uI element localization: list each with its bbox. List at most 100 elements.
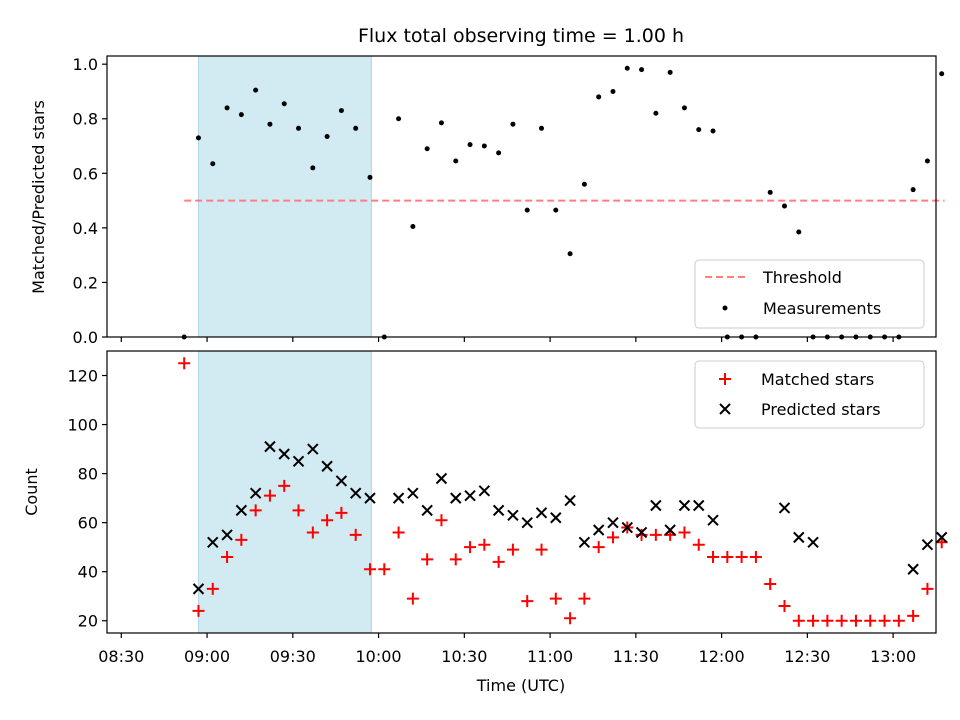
predicted-star-point xyxy=(221,529,233,541)
measurement-point xyxy=(696,127,702,133)
matched-star-point xyxy=(892,614,905,627)
matched-star-point xyxy=(292,504,305,517)
measurement-point xyxy=(453,158,459,164)
matched-star-point xyxy=(392,526,405,539)
predicted-star-point xyxy=(635,526,648,539)
x-tick-label: 09:00 xyxy=(184,647,230,666)
matched-star-point xyxy=(192,604,205,617)
predicted-star-point xyxy=(650,499,662,512)
matched-star-point xyxy=(306,526,319,539)
matched-star-point xyxy=(692,538,705,551)
matched-star-point xyxy=(764,577,777,590)
predicted-star-point xyxy=(778,502,791,514)
predicted-star-point xyxy=(621,521,633,534)
predicted-star-point xyxy=(264,440,276,453)
matched-star-point xyxy=(421,553,434,566)
predicted-star-point xyxy=(307,443,319,455)
measurement-point xyxy=(924,158,930,164)
measurement-point xyxy=(581,181,587,187)
x-tick-label: 13:00 xyxy=(870,647,916,666)
matched-star-point xyxy=(335,506,348,519)
legend-matched-swatch xyxy=(719,373,731,385)
predicted-star-point xyxy=(693,499,705,512)
matched-star-point xyxy=(921,582,934,595)
count-legend-box xyxy=(694,360,925,429)
count-y-tick-label: 20 xyxy=(78,612,98,631)
matched-star-point xyxy=(464,541,477,554)
measurement-point xyxy=(267,121,273,127)
ratio-y-tick-label: 0.6 xyxy=(73,164,98,183)
predicted-star-point xyxy=(921,539,934,551)
measurement-point xyxy=(510,121,516,127)
matched-star-point xyxy=(321,514,334,527)
matched-star-point xyxy=(521,595,534,608)
count-y-tick-label: 40 xyxy=(78,563,98,582)
matched-star-point xyxy=(835,614,848,627)
predicted-star-point xyxy=(507,509,519,522)
predicted-star-point xyxy=(392,492,405,504)
matched-star-point xyxy=(792,614,805,627)
count-y-tick-label: 120 xyxy=(67,367,98,386)
matched-star-point xyxy=(635,528,648,541)
x-tick-label: 12:30 xyxy=(784,647,830,666)
measurement-point xyxy=(310,165,316,171)
predicted-star-point xyxy=(478,485,491,497)
measurement-point xyxy=(610,88,616,94)
predicted-star-point xyxy=(349,487,362,499)
ratio-y-tick-label: 0.4 xyxy=(73,219,98,238)
predicted-star-point xyxy=(907,563,919,575)
count-shaded-interval xyxy=(197,350,372,634)
matched-star-point xyxy=(478,538,491,551)
legend-measurements-swatch xyxy=(722,305,728,311)
matched-star-point xyxy=(221,550,234,563)
measurement-point xyxy=(253,87,259,93)
predicted-star-point xyxy=(607,516,619,529)
count-axes: 20 40 60 80 100 120 08:30 09:00 09:30 10:00 10:30… xyxy=(22,350,948,695)
predicted-star-point xyxy=(450,492,462,504)
measurement-point xyxy=(367,174,373,180)
count-y-ticks: 20 40 60 80 100 120 xyxy=(67,367,107,631)
predicted-star-point xyxy=(578,536,591,548)
ratio-axes-frame xyxy=(106,55,937,338)
measurement-point xyxy=(539,125,545,131)
measurement-point xyxy=(281,101,287,107)
legend-measurements-label: Measurements xyxy=(763,299,881,318)
matched-star-point xyxy=(778,600,791,613)
count-y-tick-label: 60 xyxy=(78,514,98,533)
predicted-star-point xyxy=(207,536,219,548)
matched-star-point xyxy=(606,531,619,544)
count-legend: Matched stars Predicted stars xyxy=(694,360,925,429)
matched-star-point xyxy=(206,582,219,595)
measurement-point xyxy=(910,187,916,193)
x-tick-label: 10:00 xyxy=(356,647,402,666)
matched-star-point xyxy=(721,550,734,563)
measurement-point xyxy=(338,108,344,114)
predicted-star-point xyxy=(321,460,333,472)
matched-star-point xyxy=(564,612,577,625)
matched-star-point xyxy=(506,543,519,556)
measurement-point xyxy=(424,146,430,152)
measurement-point xyxy=(939,71,945,77)
measurement-point xyxy=(767,189,773,195)
ratio-y-tick-label: 0.0 xyxy=(73,328,98,347)
ratio-legend-box xyxy=(694,259,925,329)
measurement-point xyxy=(481,143,487,149)
predicted-star-point xyxy=(807,536,819,548)
matched-star-point xyxy=(235,533,248,546)
count-y-tick-label: 80 xyxy=(78,465,98,484)
matched-star-point xyxy=(707,550,720,563)
matched-star-point xyxy=(849,614,862,627)
x-tick-label: 11:30 xyxy=(613,647,659,666)
legend-matched-label: Matched stars xyxy=(761,370,874,389)
measurement-point xyxy=(624,65,630,71)
x-tick-label: 09:30 xyxy=(270,647,316,666)
matched-star-point xyxy=(249,504,262,517)
x-tick-label: 10:30 xyxy=(441,647,487,666)
ratio-axes: 0.0 0.2 0.4 0.6 0.8 1.0 Flux total observing … xyxy=(29,25,945,347)
predicted-star-point xyxy=(435,472,448,485)
matched-star-point xyxy=(449,553,462,566)
matched-star-point xyxy=(363,563,376,576)
measurement-point xyxy=(438,120,444,126)
predicted-star-point xyxy=(936,531,948,544)
measurement-point xyxy=(296,125,302,131)
